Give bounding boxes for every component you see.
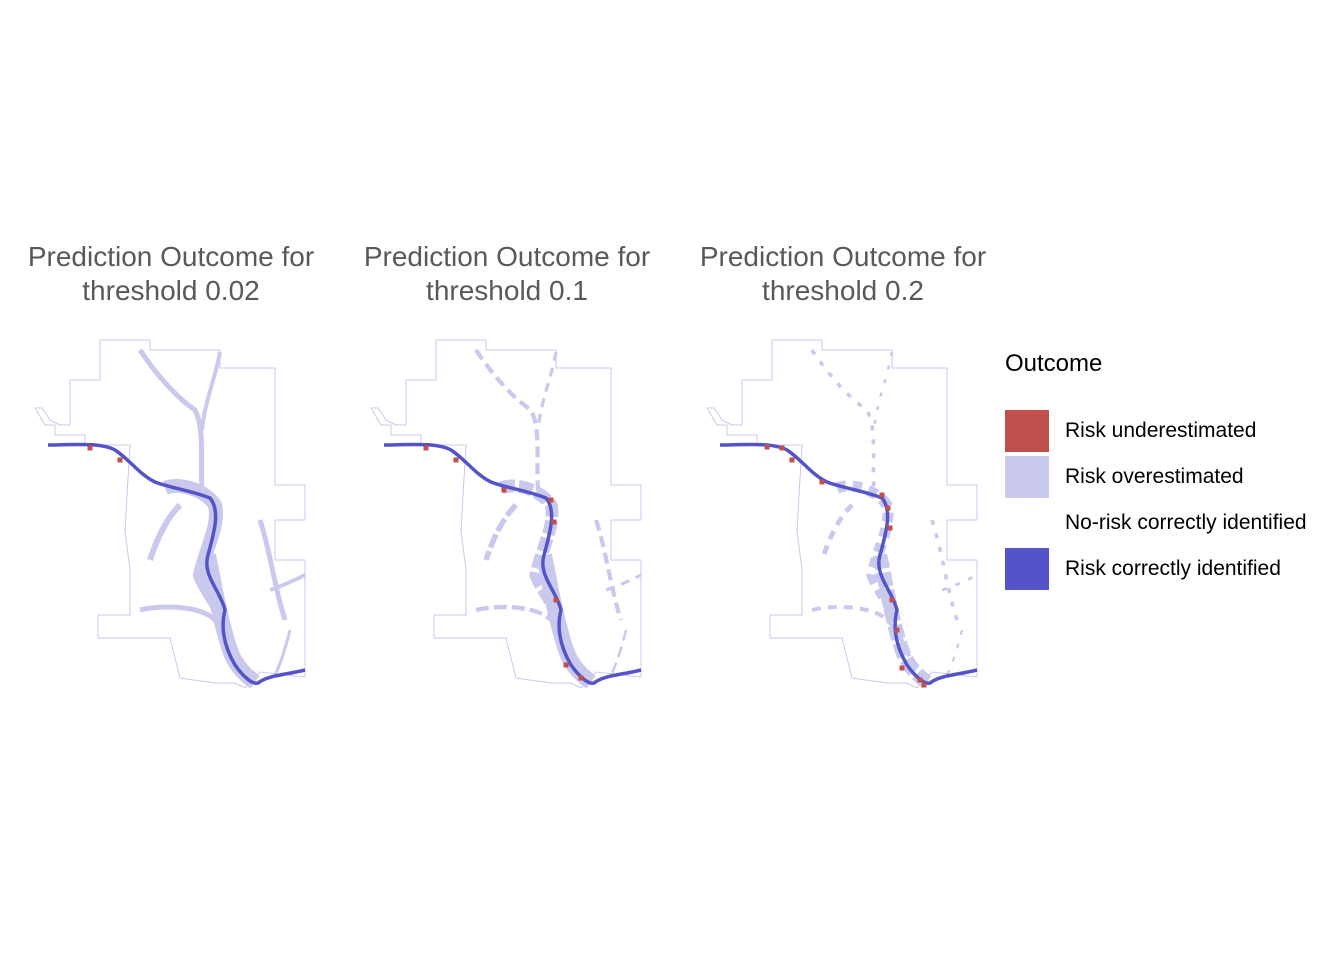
map-1-overestimated-area-4 [200, 351, 222, 431]
panel-title-3-line1: Prediction Outcome for [699, 241, 987, 272]
map-3-underestimated-cell-9 [894, 627, 900, 633]
map-3-overestimated-area-2 [872, 553, 932, 689]
map-3-underestimated-cell-6 [885, 505, 891, 511]
map-2-overestimated-area-4 [536, 351, 558, 431]
map-1-underestimated-cell-2 [117, 457, 123, 463]
map-1-underestimated-cell-1 [87, 445, 93, 451]
legend-swatch-overestimated [1005, 456, 1049, 498]
map-3-overestimated-area-8 [941, 573, 978, 592]
map-panel-3 [706, 339, 978, 689]
panel-title-1: Prediction Outcome for threshold 0.02 [3, 240, 339, 308]
map-2-underestimated-cell-2 [453, 457, 459, 463]
map-3-underestimated-cell-2 [779, 445, 785, 451]
map-1-overestimated-area-3 [137, 348, 205, 491]
map-1-city-boundary [34, 339, 306, 689]
legend-title: Outcome [1005, 350, 1103, 377]
map-3-underestimated-cell-1 [764, 444, 770, 450]
map-2-underestimated-cell-7 [563, 662, 569, 668]
map-2-underestimated-cell-3 [501, 487, 507, 493]
legend-item-no-risk-correct: No-risk correctly identified [1005, 500, 1307, 546]
panel-title-2-line2: threshold 0.1 [426, 275, 588, 306]
map-panel-1 [34, 339, 306, 689]
panel-title-2-line1: Prediction Outcome for [363, 241, 651, 272]
legend-item-overestimated: Risk overestimated [1005, 454, 1307, 500]
panel-title-1-line2: threshold 0.02 [82, 275, 260, 306]
map-3-risk-correct-river [719, 442, 978, 685]
map-3-overestimated-area-7 [930, 519, 959, 621]
panel-title-3: Prediction Outcome for threshold 0.2 [675, 240, 1011, 308]
legend: Outcome Risk underestimated Risk overest… [1005, 350, 1307, 592]
legend-label-overestimated: Risk overestimated [1065, 465, 1244, 488]
map-3-underestimated-cell-3 [789, 457, 795, 463]
map-2-city-boundary [370, 339, 642, 689]
map-2-overestimated-area-8 [605, 573, 642, 592]
map-3-overestimated-area-4 [872, 351, 894, 431]
map-1-overestimated-area-9 [273, 629, 292, 676]
legend-swatch-risk-correct [1005, 548, 1049, 590]
map-panel-2 [370, 339, 642, 689]
map-3-overestimated-area-5 [819, 503, 854, 561]
map-3-underestimated-cell-5 [879, 492, 885, 498]
map-2-overestimated-area-3 [474, 348, 541, 491]
legend-label-no-risk-correct: No-risk correctly identified [1065, 511, 1307, 534]
map-2-overestimated-area-9 [609, 629, 628, 676]
map-3-city-boundary [706, 339, 978, 689]
map-3-underestimated-cell-11 [917, 677, 923, 683]
map-3-overestimated-area-9 [946, 629, 964, 676]
panel-title-2: Prediction Outcome for threshold 0.1 [339, 240, 675, 308]
map-1-overestimated-area-8 [269, 573, 306, 592]
map-3-underestimated-cell-4 [819, 479, 825, 485]
panel-title-1-line1: Prediction Outcome for [27, 241, 315, 272]
map-2-overestimated-area-6 [475, 604, 584, 681]
map-2-underestimated-cell-1 [423, 445, 429, 451]
map-1-risk-correct-river [47, 442, 306, 685]
map-1-overestimated-area-6 [139, 604, 248, 681]
map-2-risk-correct-river [383, 442, 642, 685]
map-1-overestimated-area-5 [147, 502, 183, 561]
legend-swatch-no-risk-correct [1005, 502, 1049, 544]
legend-item-risk-correct: Risk correctly identified [1005, 546, 1307, 592]
legend-label-risk-correct: Risk correctly identified [1065, 557, 1281, 580]
map-2-underestimated-cell-5 [551, 519, 557, 525]
map-1-overestimated-area-7 [257, 519, 288, 621]
map-2-underestimated-cell-8 [578, 675, 584, 681]
map-3-underestimated-cell-10 [899, 665, 905, 671]
map-3-underestimated-cell-12 [921, 682, 927, 688]
map-2-underestimated-cell-6 [553, 597, 559, 603]
map-2-underestimated-cell-4 [548, 497, 554, 503]
legend-item-underestimated: Risk underestimated [1005, 408, 1307, 454]
map-3-underestimated-cell-7 [887, 525, 893, 531]
map-2-overestimated-area-5 [483, 503, 518, 561]
map-3-underestimated-cell-8 [889, 597, 895, 603]
map-3-overestimated-area-3 [810, 349, 876, 491]
map-2-overestimated-area-7 [594, 519, 623, 621]
panel-title-3-line2: threshold 0.2 [762, 275, 924, 306]
map-3-overestimated-area-6 [811, 605, 919, 681]
legend-label-underestimated: Risk underestimated [1065, 419, 1257, 442]
legend-swatch-underestimated [1005, 410, 1049, 452]
